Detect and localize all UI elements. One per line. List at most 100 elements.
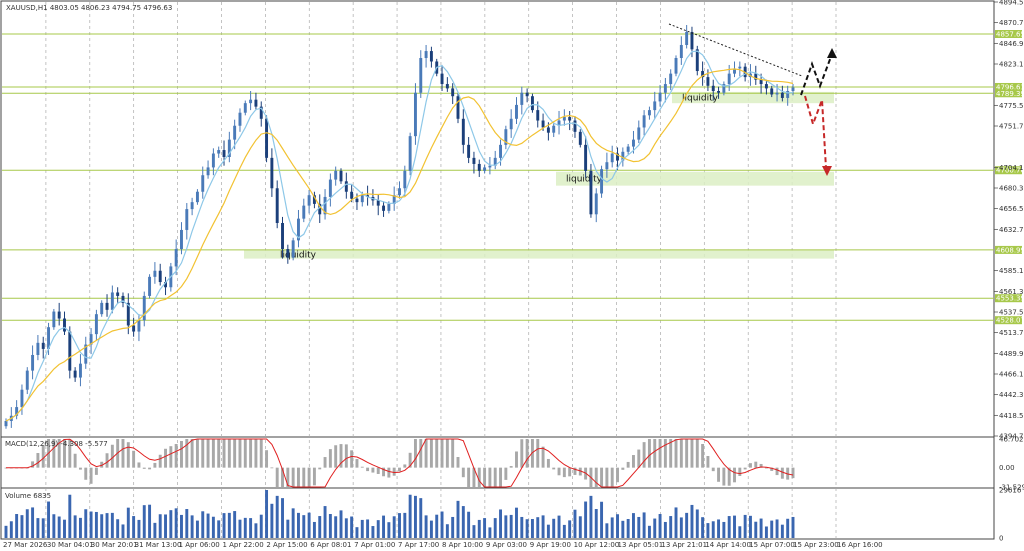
volume-bar xyxy=(110,512,114,538)
macd-bar xyxy=(504,467,508,480)
volume-bar xyxy=(653,518,657,538)
volume-bar xyxy=(238,519,242,538)
volume-bar xyxy=(78,517,82,538)
volume-bar xyxy=(764,526,768,538)
volume-bar xyxy=(265,490,269,538)
candle-body xyxy=(323,196,327,215)
volume-bar xyxy=(121,524,125,538)
price-tick-label: 4894.50 xyxy=(999,0,1024,7)
macd-bar xyxy=(63,439,66,468)
macd-bar xyxy=(238,439,242,468)
candle-body xyxy=(41,342,45,349)
macd-bar xyxy=(291,467,295,487)
ma-fast-line xyxy=(5,50,794,422)
candle-body xyxy=(4,420,8,427)
volume-bar xyxy=(137,519,141,538)
volume-bar xyxy=(483,518,487,538)
volume-label: Volume 6835 xyxy=(5,492,51,500)
candle-body xyxy=(775,92,779,95)
macd-bar xyxy=(270,467,274,469)
candle-body xyxy=(307,195,311,206)
candle-body xyxy=(552,125,556,133)
macd-bar xyxy=(775,467,779,476)
volume-bar xyxy=(392,516,396,538)
volume-bar xyxy=(605,523,609,538)
macd-bar xyxy=(31,461,35,468)
price-tick-label: 4466.10 xyxy=(999,371,1024,379)
candle-body xyxy=(413,92,417,137)
macd-bar xyxy=(472,467,476,487)
candle-body xyxy=(366,195,370,197)
candle-body xyxy=(578,131,582,145)
volume-tick-label: 0 xyxy=(999,535,1003,543)
level-tag xyxy=(995,29,1022,38)
candle-body xyxy=(25,370,29,390)
bearish-projection xyxy=(804,95,827,169)
volume-bar xyxy=(637,516,641,538)
level-tag-label: 4789.39 xyxy=(996,90,1024,98)
candle-body xyxy=(68,331,72,371)
volume-bar xyxy=(211,516,215,538)
macd-bar xyxy=(41,445,45,468)
macd-bar xyxy=(637,449,641,468)
volume-bar xyxy=(254,523,258,538)
macd-bar xyxy=(339,444,343,468)
macd-bar xyxy=(195,439,199,468)
time-label: 13 Apr 05:01 xyxy=(618,541,664,549)
macd-bar xyxy=(84,467,88,480)
liquidity-label: liquidity xyxy=(682,94,719,104)
macd-bar xyxy=(344,444,348,468)
candle-body xyxy=(94,314,98,335)
volume-bar xyxy=(217,520,221,538)
candle-body xyxy=(217,150,221,154)
volume-bar xyxy=(530,519,534,538)
volume-bar xyxy=(360,519,364,538)
candle-body xyxy=(637,127,641,140)
macd-bar xyxy=(164,448,167,468)
candle-body xyxy=(515,104,518,119)
macd-bar xyxy=(568,467,572,477)
volume-bar xyxy=(429,520,433,538)
volume-bar xyxy=(4,525,8,538)
macd-bar xyxy=(142,467,146,469)
volume-bar xyxy=(190,515,194,538)
macd-bar xyxy=(733,467,736,483)
candle-body xyxy=(110,292,114,310)
macd-bar xyxy=(536,439,540,468)
level-tag xyxy=(995,316,1022,325)
macd-bar xyxy=(398,467,401,472)
price-tick-label: 4394.70 xyxy=(999,433,1024,441)
volume-pane xyxy=(0,487,995,540)
candle-body xyxy=(132,325,136,332)
candle-body xyxy=(15,407,19,416)
macd-bar xyxy=(328,449,332,468)
price-tick-label: 4537.50 xyxy=(999,309,1024,317)
macd-bar xyxy=(653,439,657,468)
macd-bar xyxy=(658,439,662,468)
time-label: 27 Mar 2026 xyxy=(3,541,48,549)
candle-body xyxy=(100,302,104,315)
macd-bar xyxy=(350,450,354,468)
candle-body xyxy=(504,129,508,145)
macd-bar xyxy=(445,439,449,468)
macd-bar xyxy=(467,467,471,487)
macd-bar xyxy=(706,456,710,468)
macd-bar xyxy=(632,455,635,468)
macd-bar xyxy=(663,439,667,468)
macd-bar xyxy=(429,439,433,468)
volume-bar xyxy=(9,521,13,538)
level-tag-label: 4528.07 xyxy=(996,317,1024,325)
volume-bar xyxy=(727,516,731,538)
candle-body xyxy=(174,249,178,267)
candle-body xyxy=(105,302,109,310)
candle-body xyxy=(382,205,386,211)
macd-bar xyxy=(302,467,306,487)
macd-bar xyxy=(206,439,210,468)
price-tick-label: 4704.10 xyxy=(999,164,1024,172)
macd-bar xyxy=(132,450,136,468)
volume-bar xyxy=(403,512,407,538)
macd-bar xyxy=(318,467,322,470)
candle-body xyxy=(711,85,715,92)
candles xyxy=(4,25,795,429)
